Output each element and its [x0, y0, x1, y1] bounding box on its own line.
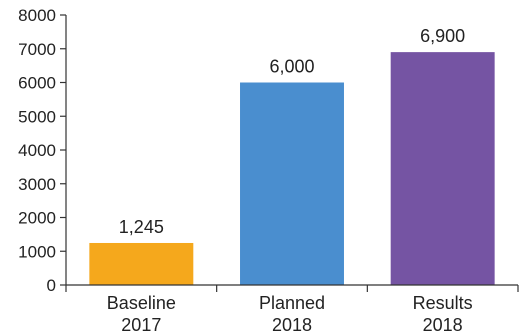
data-label: 6,900	[420, 26, 465, 46]
y-tick-label: 6000	[18, 74, 56, 93]
x-category-label: 2018	[272, 315, 312, 335]
y-tick-label: 3000	[18, 175, 56, 194]
bar-baseline	[89, 242, 194, 285]
x-category-label: Planned	[259, 293, 325, 313]
x-category-label: 2017	[121, 315, 161, 335]
bars	[89, 52, 495, 285]
y-tick-label: 7000	[18, 40, 56, 59]
y-tick-label: 4000	[18, 141, 56, 160]
x-category-label: Results	[413, 293, 473, 313]
y-tick-label: 0	[47, 276, 56, 295]
data-labels: 1,245 6,000 6,900	[119, 26, 465, 237]
y-tick-label: 1000	[18, 242, 56, 261]
bar-planned	[240, 82, 344, 285]
data-label: 6,000	[269, 57, 314, 77]
x-category-label: Baseline	[107, 293, 176, 313]
data-label: 1,245	[119, 217, 164, 237]
y-tick-label: 5000	[18, 107, 56, 126]
y-axis: 0 1000 2000 3000 4000 5000 6000 7000 8000	[18, 6, 67, 295]
x-category-label: 2018	[423, 315, 463, 335]
bar-results	[390, 52, 495, 285]
y-tick-label: 8000	[18, 6, 56, 25]
y-tick-label: 2000	[18, 209, 56, 228]
